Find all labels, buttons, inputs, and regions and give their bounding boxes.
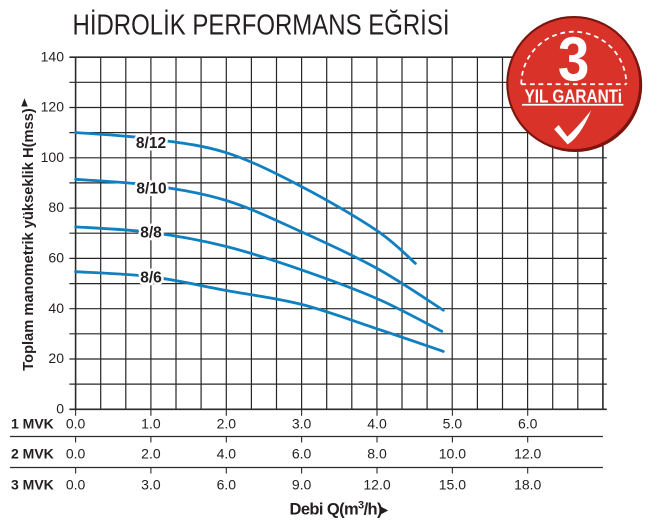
svg-text:120: 120 [41, 99, 65, 115]
svg-text:3: 3 [558, 25, 590, 95]
svg-text:3 MVK: 3 MVK [11, 477, 54, 493]
svg-text:40: 40 [48, 300, 64, 316]
svg-text:YIL GARANTi: YIL GARANTi [525, 87, 623, 107]
svg-text:0.0: 0.0 [66, 416, 86, 432]
svg-text:HİDROLİK PERFORMANS EĞRİSİ: HİDROLİK PERFORMANS EĞRİSİ [73, 9, 450, 42]
svg-text:140: 140 [41, 48, 65, 64]
svg-text:6.0: 6.0 [217, 477, 237, 493]
svg-text:Debi Q(m3/h): Debi Q(m3/h) [290, 500, 383, 519]
svg-text:8/8: 8/8 [140, 225, 162, 242]
svg-text:8.0: 8.0 [367, 446, 387, 462]
svg-text:8/6: 8/6 [140, 270, 162, 287]
svg-text:Toplam manometrik yükseklik H(: Toplam manometrik yükseklik H(mss) [21, 108, 37, 371]
svg-text:60: 60 [48, 250, 64, 266]
svg-text:1.0: 1.0 [141, 416, 161, 432]
svg-text:2 MVK: 2 MVK [11, 446, 54, 462]
svg-text:0: 0 [56, 401, 64, 417]
svg-text:0.0: 0.0 [66, 477, 86, 493]
svg-text:9.0: 9.0 [292, 477, 312, 493]
svg-text:1 MVK: 1 MVK [11, 416, 54, 432]
svg-text:12.0: 12.0 [363, 477, 390, 493]
svg-text:20: 20 [48, 350, 64, 366]
svg-text:6.0: 6.0 [292, 446, 312, 462]
svg-text:6.0: 6.0 [518, 416, 538, 432]
svg-text:12.0: 12.0 [514, 446, 541, 462]
svg-text:8/12: 8/12 [136, 135, 166, 152]
svg-text:18.0: 18.0 [514, 477, 541, 493]
svg-text:3.0: 3.0 [292, 416, 312, 432]
svg-text:0.0: 0.0 [66, 446, 86, 462]
svg-text:4.0: 4.0 [367, 416, 387, 432]
svg-text:2.0: 2.0 [141, 446, 161, 462]
svg-text:80: 80 [48, 199, 64, 215]
svg-text:4.0: 4.0 [217, 446, 237, 462]
svg-text:3.0: 3.0 [141, 477, 161, 493]
svg-text:15.0: 15.0 [439, 477, 466, 493]
svg-text:8/10: 8/10 [136, 181, 166, 198]
svg-text:5.0: 5.0 [443, 416, 463, 432]
svg-text:2.0: 2.0 [217, 416, 237, 432]
svg-text:100: 100 [41, 149, 65, 165]
svg-text:10.0: 10.0 [439, 446, 466, 462]
